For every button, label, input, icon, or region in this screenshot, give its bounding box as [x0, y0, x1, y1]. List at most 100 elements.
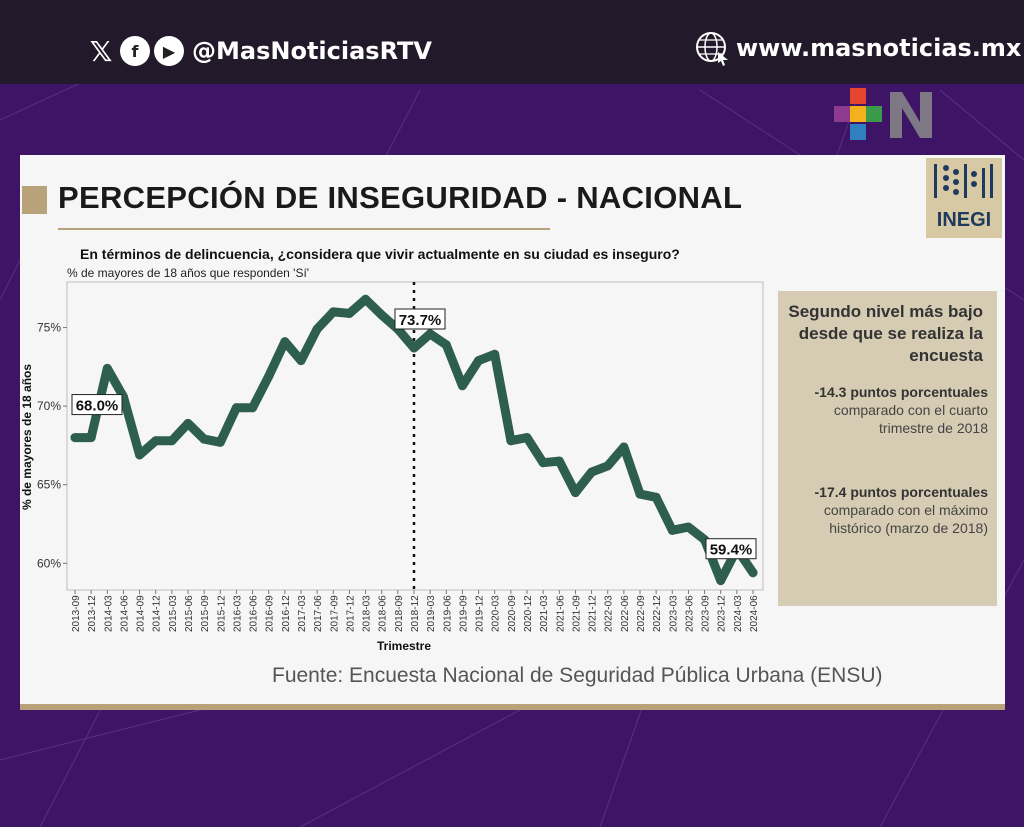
x-tick-label: 2022-12: [652, 595, 663, 632]
x-tick-label: 2014-06: [119, 595, 130, 632]
data-point: [215, 437, 225, 447]
data-point: [264, 371, 274, 381]
x-tick-label: 2023-06: [684, 595, 695, 632]
x-tick-label: 2022-03: [604, 595, 615, 632]
social-handle[interactable]: @MasNoticiasRTV: [192, 37, 432, 65]
insight-stat-2-value: -17.4 puntos porcentuales: [814, 484, 988, 500]
data-point: [344, 308, 354, 318]
website-link[interactable]: www.masnoticias.mx: [694, 30, 1021, 66]
x-tick-label: 2019-09: [458, 595, 469, 632]
annotation-label: 73.7%: [399, 312, 442, 329]
data-point: [748, 568, 758, 578]
data-point: [716, 576, 726, 586]
data-point: [474, 356, 484, 366]
x-tick-label: 2016-06: [249, 595, 260, 632]
data-point: [603, 461, 613, 471]
data-point: [312, 324, 322, 334]
inegi-logo-text: INEGI: [937, 209, 991, 231]
x-tick-label: 2021-06: [555, 595, 566, 632]
x-tick-label: 2020-09: [507, 595, 518, 632]
source-note: Fuente: Encuesta Nacional de Seguridad P…: [272, 664, 883, 687]
x-tick-label: 2017-12: [345, 595, 356, 632]
x-tick-label: 2015-09: [200, 595, 211, 632]
globe-icon: [696, 32, 728, 66]
title-underline: [58, 228, 550, 230]
data-point: [70, 433, 80, 443]
data-point: [506, 436, 516, 446]
data-point: [651, 492, 661, 502]
annotation-label: 59.4%: [710, 542, 753, 559]
x-tick-label: 2017-06: [313, 595, 324, 632]
x-tick-label: 2023-12: [717, 595, 728, 632]
x-tick-label: 2017-03: [297, 595, 308, 632]
data-point: [135, 450, 145, 460]
data-point: [296, 356, 306, 366]
insight-stat-2-text: comparado con el máximo histórico (marzo…: [823, 502, 988, 536]
x-tick-label: 2022-09: [636, 595, 647, 632]
plus-n-logo: [834, 88, 932, 140]
x-tick-label: 2015-12: [216, 595, 227, 632]
x-tick-label: 2013-09: [71, 595, 82, 632]
y-tick-label: 75%: [37, 321, 61, 335]
title-accent: [22, 186, 47, 214]
x-tick-label: 2021-03: [539, 595, 550, 632]
x-tick-label: 2024-03: [733, 595, 744, 632]
annotation-box: [71, 394, 123, 416]
data-point: [587, 467, 597, 477]
data-point: [619, 442, 629, 452]
data-point: [86, 433, 96, 443]
x-tick-label: 2016-09: [265, 595, 276, 632]
data-point: [683, 522, 693, 532]
x-tick-label: 2018-06: [378, 595, 389, 632]
x-tick-label: 2022-06: [620, 595, 631, 632]
x-icon[interactable]: 𝕏: [89, 34, 113, 68]
data-point: [425, 329, 435, 339]
data-point: [328, 307, 338, 317]
data-point: [183, 418, 193, 428]
data-point: [538, 458, 548, 468]
facebook-icon[interactable]: f: [120, 36, 150, 66]
x-tick-label: 2020-03: [491, 595, 502, 632]
x-tick-label: 2017-09: [329, 595, 340, 632]
annotation-box: [394, 308, 446, 330]
insight-heading: Segundo nivel más bajo desde que se real…: [788, 302, 983, 365]
insight-panel: Segundo nivel más bajo desde que se real…: [778, 291, 997, 606]
x-tick-label: 2016-03: [232, 595, 243, 632]
x-tick-label: 2018-03: [362, 595, 373, 632]
x-tick-label: 2014-03: [103, 595, 114, 632]
data-point: [441, 340, 451, 350]
page-title: PERCEPCIÓN DE INSEGURIDAD - NACIONAL: [58, 180, 743, 215]
youtube-icon[interactable]: ▶: [154, 36, 184, 66]
data-point: [554, 456, 564, 466]
data-point: [167, 436, 177, 446]
x-tick-label: 2023-09: [701, 595, 712, 632]
insight-stat-1-value: -14.3 puntos porcentuales: [814, 384, 988, 400]
x-tick-label: 2015-06: [184, 595, 195, 632]
data-point: [409, 343, 419, 353]
x-tick-label: 2014-12: [152, 595, 163, 632]
inegi-logo: INEGI: [926, 158, 1002, 238]
annotation-label: 68.0%: [76, 398, 119, 415]
data-point: [361, 294, 371, 304]
y-tick-label: 60%: [37, 556, 61, 570]
x-tick-label: 2018-12: [410, 595, 421, 632]
x-tick-label: 2016-12: [281, 595, 292, 632]
chart-subtitle: % de mayores de 18 años que responden 'S…: [67, 266, 310, 280]
x-axis-label: Trimestre: [377, 639, 431, 653]
x-tick-label: 2018-09: [394, 595, 405, 632]
x-tick-label: 2024-06: [749, 595, 760, 632]
annotation-box: [705, 538, 757, 560]
data-point: [522, 433, 532, 443]
y-axis-label: % de mayores de 18 años: [20, 364, 34, 510]
y-tick-label: 65%: [37, 478, 61, 492]
website-url: www.masnoticias.mx: [736, 34, 1022, 62]
data-point: [667, 525, 677, 535]
insight-stat-1: -14.3 puntos porcentuales comparado con …: [783, 383, 988, 437]
x-tick-label: 2019-03: [426, 595, 437, 632]
data-point: [151, 436, 161, 446]
insight-stat-2: -17.4 puntos porcentuales comparado con …: [783, 483, 988, 537]
data-point: [490, 349, 500, 359]
survey-question: En términos de delincuencia, ¿considera …: [80, 246, 680, 262]
data-point: [635, 489, 645, 499]
